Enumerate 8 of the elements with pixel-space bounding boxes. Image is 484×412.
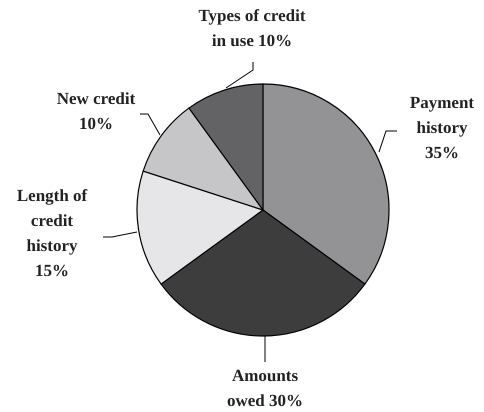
data-label: 10% [79, 114, 113, 133]
slice-label: Payment history [410, 93, 474, 137]
data-label: 35% [425, 143, 459, 162]
slice-label: New credit [56, 89, 136, 108]
slice-label: Types of credit in use 10% [198, 6, 306, 50]
slice-label: Length of credit history [16, 186, 88, 255]
data-label: 15% [35, 261, 69, 280]
slice-label: Amounts owed 30% [226, 366, 304, 410]
